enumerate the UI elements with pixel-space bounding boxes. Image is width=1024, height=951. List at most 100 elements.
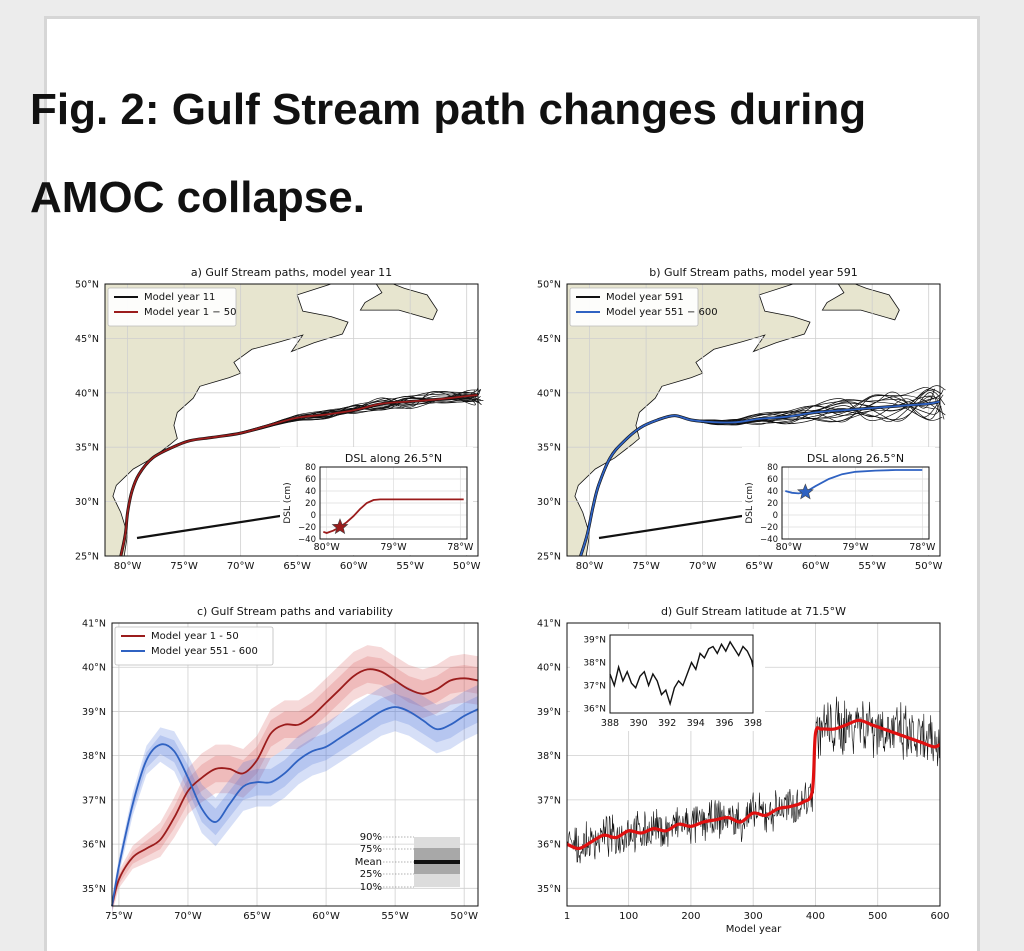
panel-b-legend-label: Model year 551 − 600 <box>606 307 718 318</box>
panel-c-panel: 75°W 70°W 65°W 60°W 55°W 50°W 35°N 36°N 37°N 38°N… <box>82 605 479 922</box>
panel-b-inset-x-tick: 79°W <box>842 542 869 553</box>
panel-d-x-tick-label: 500 <box>868 911 887 922</box>
panel-a-inset-ylabel: DSL (cm) <box>283 482 293 523</box>
panel-c-legend-box <box>114 626 274 666</box>
panel-c-title: c) Gulf Stream paths and variability <box>197 605 394 618</box>
panel-d-x-tick-label: 300 <box>744 911 763 922</box>
panel-a-inset: 80°W 79°W 78°W −40 −20 0 20 40 60 80 DSL along 26.… <box>280 447 474 555</box>
panel-a-inset-x-tick: 78°W <box>447 542 474 553</box>
panel-c-legend-label: Model year 551 - 600 <box>151 646 258 657</box>
panel-a-arrow-shaft <box>136 512 294 540</box>
panel-b-x-tick-label: 50°W <box>915 561 943 572</box>
panel-c-y-tick-label: 40°N <box>82 663 106 674</box>
panel-b-inset-y-tick: 60 <box>767 475 778 485</box>
panel-a-legend-box <box>107 287 237 327</box>
panel-d-inset-x-tick: 388 <box>601 718 619 729</box>
panel-b-inset-y-tick: 20 <box>767 499 778 509</box>
panel-c-band-legend-label: 75% <box>360 844 382 855</box>
panel-c-axes-frame <box>111 622 479 907</box>
panel-b-inset: 80°W 79°W 78°W −40 −20 0 20 40 60 80 DSL along 26.… <box>742 447 936 555</box>
panel-b-inset-x-tick: 80°W <box>776 542 803 553</box>
panel-c-x-tick-label: 50°W <box>450 911 478 922</box>
panel-b-inset-y-tick: 0 <box>773 511 778 521</box>
panel-d-inset-y-tick: 37°N <box>583 681 606 691</box>
panel-a-inset-frame <box>319 466 468 540</box>
panel-a-inset-title: DSL along 26.5°N <box>345 452 442 465</box>
panel-c-band-legend-label: 10% <box>360 882 382 893</box>
panel-c-variability-band <box>112 682 478 914</box>
panel-b-mean-path <box>579 400 941 557</box>
panel-d-title: d) Gulf Stream latitude at 71.5°W <box>661 605 846 618</box>
panel-b-legend-box <box>569 287 699 327</box>
panel-a-inset-y-tick: 0 <box>311 511 316 521</box>
panel-d-inset-line <box>609 640 754 707</box>
panel-b-legend-label: Model year 591 <box>606 292 684 303</box>
panel-c-band-legend-label: Mean <box>355 857 382 868</box>
panel-c-y-tick-label: 37°N <box>82 795 106 806</box>
panel-a-inset-x-tick: 80°W <box>314 542 341 553</box>
panel-a-land-newfoundland <box>359 283 438 321</box>
figure-title: Fig. 2: Gulf Stream path changes during … <box>30 85 867 222</box>
panel-a-inset-y-tick: −40 <box>298 535 316 545</box>
panel-a-inset-y-tick: 60 <box>305 475 316 485</box>
panel-b-y-tick-label: 50°N <box>537 280 561 291</box>
panel-b-x-tick-label: 70°W <box>689 561 717 572</box>
panel-a-inset-y-tick: −20 <box>298 523 316 533</box>
panel-d-inset-x-tick: 392 <box>658 718 676 729</box>
panel-b-inset-title: DSL along 26.5°N <box>807 452 904 465</box>
panel-c-variability-band <box>112 656 478 910</box>
panel-d-panel: 1 100 200 300 400 500 600 35°N 36°N 37°N 38°N 39°N 4… <box>537 605 950 935</box>
panel-a-inset-y-tick: 40 <box>305 487 316 497</box>
panel-a-y-tick-label: 25°N <box>75 552 99 563</box>
panel-b-x-tick-label: 80°W <box>576 561 604 572</box>
panel-a-y-tick-label: 40°N <box>75 388 99 399</box>
panel-c-x-tick-label: 70°W <box>174 911 202 922</box>
panel-d-y-tick-label: 41°N <box>537 619 561 630</box>
panel-c-x-tick-label: 65°W <box>243 911 271 922</box>
panel-b-panel: 80°W 75°W 70°W 65°W 60°W 55°W 50°W 25°N 30°N 35°N… <box>537 266 946 572</box>
panel-a-inset-y-tick: 20 <box>305 499 316 509</box>
panel-a-x-tick-label: 50°W <box>453 561 481 572</box>
panel-a-inset-y-tick: 80 <box>305 463 316 473</box>
panel-d-y-tick-label: 38°N <box>537 751 561 762</box>
panel-b-inset-y-tick: 80 <box>767 463 778 473</box>
panel-b-x-tick-label: 55°W <box>858 561 886 572</box>
panel-d-x-tick-label: 400 <box>806 911 825 922</box>
panel-d-x-tick-label: 100 <box>619 911 638 922</box>
panel-d-inset-frame <box>609 634 754 714</box>
panel-c-y-tick-label: 38°N <box>82 751 106 762</box>
panel-b-y-tick-label: 40°N <box>537 388 561 399</box>
panel-d-inset-y-tick: 36°N <box>583 704 606 714</box>
panel-b-land-newfoundland <box>821 283 900 321</box>
panel-b-x-tick-label: 65°W <box>745 561 773 572</box>
panel-c-x-tick-label: 60°W <box>312 911 340 922</box>
panel-a-x-tick-label: 60°W <box>340 561 368 572</box>
panel-a-inset-star-marker <box>331 518 349 535</box>
panel-d-smoothed-latitude-line <box>566 718 941 851</box>
panel-b-inset-dsl-line <box>785 469 923 495</box>
panel-d-x-tick-label: 600 <box>930 911 949 922</box>
panel-d-axes-frame <box>566 622 941 907</box>
panel-c-mean-line <box>111 706 479 907</box>
panel-b-inset-bg <box>742 447 935 555</box>
panel-d-raw-latitude-line <box>566 696 941 864</box>
panel-a-inset-x-tick: 79°W <box>380 542 407 553</box>
panel-a-y-tick-label: 45°N <box>75 334 99 345</box>
panel-d-y-tick-label: 40°N <box>537 663 561 674</box>
panel-c-band-legend-label: 90% <box>360 832 382 843</box>
panel-a-legend-label: Model year 11 <box>144 292 215 303</box>
panel-b-x-tick-label: 60°W <box>802 561 830 572</box>
panel-a-inset-dsl-line <box>323 498 464 534</box>
panel-c-y-tick-label: 35°N <box>82 884 106 895</box>
panel-b-land-north-america <box>566 283 811 557</box>
panel-d-x-tick-label: 1 <box>564 911 570 922</box>
panel-d-y-tick-label: 39°N <box>537 707 561 718</box>
panel-d-x-tick-label: 200 <box>681 911 700 922</box>
panel-a-x-tick-label: 75°W <box>170 561 198 572</box>
panel-b-y-tick-label: 45°N <box>537 334 561 345</box>
panel-b-inset-y-tick: −40 <box>760 535 778 545</box>
panel-a-legend-label: Model year 1 − 50 <box>144 307 237 318</box>
panel-d-inset-x-tick: 396 <box>715 718 733 729</box>
panel-a-land-north-america <box>104 283 349 557</box>
